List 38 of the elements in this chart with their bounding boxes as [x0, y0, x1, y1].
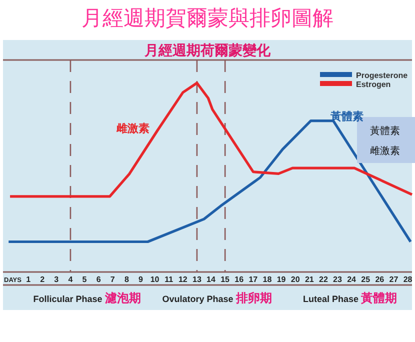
x-tick-label: 13	[192, 275, 202, 284]
chart-title: 月經週期賀爾蒙與排卵圖解	[82, 7, 334, 30]
text: Luteal Phase 黃體期	[302, 291, 398, 305]
x-tick-label: 10	[150, 275, 160, 284]
x-tick-label: 16	[234, 275, 244, 284]
x-tick-label: 3	[54, 275, 60, 284]
legend-label: Estrogen	[356, 80, 391, 89]
text: Ovulatory Phase 排卵期	[162, 291, 272, 305]
x-tick-label: 1	[26, 275, 32, 284]
x-tick-label: 17	[248, 275, 258, 284]
legend-label: Progesterone	[356, 71, 408, 80]
x-tick-label: 23	[333, 275, 343, 284]
x-tick-label: 11	[164, 275, 174, 284]
x-tick-label: 18	[262, 275, 272, 284]
chart-subtitle: 月經週期荷爾蒙變化	[144, 42, 272, 58]
x-tick-label: 21	[304, 275, 314, 284]
text: Follicular Phase 濾泡期	[33, 291, 141, 305]
x-tick-label: 27	[389, 275, 399, 284]
annotation: 雌激素	[370, 145, 400, 157]
x-tick-label: 8	[124, 275, 130, 284]
x-tick-label: 25	[361, 275, 371, 284]
x-tick-label: 7	[110, 275, 116, 284]
x-tick-label: 15	[220, 275, 230, 284]
x-tick-label: 6	[96, 275, 102, 284]
x-tick-label: 14	[206, 275, 216, 284]
annotation: 黃體素	[370, 125, 400, 137]
x-tick-label: 9	[138, 275, 144, 284]
x-tick-label: 26	[375, 275, 385, 284]
x-tick-label: 5	[82, 275, 88, 284]
x-tick-label: 22	[319, 275, 328, 284]
x-tick-label: 20	[290, 275, 300, 284]
x-tick-label: 2	[40, 275, 46, 284]
x-tick-label: 19	[276, 275, 286, 284]
annotation: 雌激素	[116, 122, 150, 135]
x-tick-label: 24	[347, 275, 357, 284]
x-tick-label: 12	[178, 275, 188, 284]
x-tick-label: 4	[68, 275, 74, 284]
x-tick-label: 28	[403, 275, 413, 284]
